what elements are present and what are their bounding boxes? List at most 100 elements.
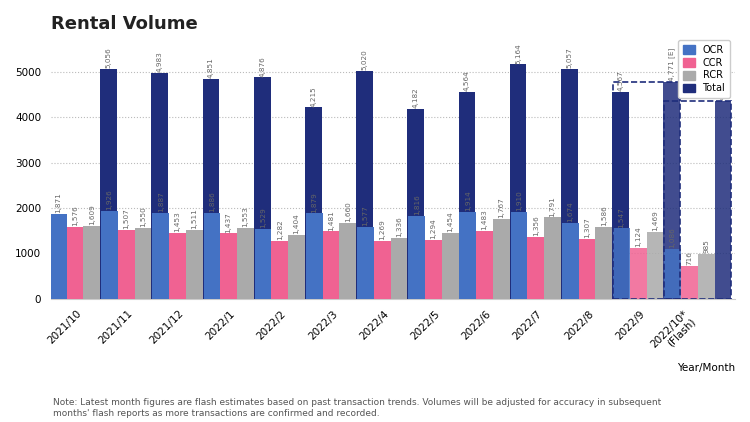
Bar (254, 78, 271, 299)
Text: 4,355 [E]: 4,355 [E] (719, 67, 726, 100)
Bar (646, 232, 663, 299)
Text: 716: 716 (686, 252, 692, 265)
Bar (237, 228, 254, 299)
Bar (50, 214, 67, 299)
Text: 1,609: 1,609 (88, 204, 94, 225)
Bar (613, 228, 630, 299)
Text: 1,086: 1,086 (670, 228, 676, 249)
Text: 1,576: 1,576 (72, 206, 78, 226)
Text: 1,550: 1,550 (140, 207, 146, 227)
Bar (169, 233, 186, 299)
Bar (476, 231, 493, 299)
Text: 4,851: 4,851 (208, 57, 214, 78)
Bar (493, 219, 510, 299)
Text: 1,879: 1,879 (311, 192, 317, 213)
Text: 1,507: 1,507 (123, 208, 129, 230)
Bar (272, 241, 288, 299)
Bar (544, 217, 561, 299)
Text: 5,164: 5,164 (515, 43, 521, 64)
Text: 4,215: 4,215 (310, 86, 316, 107)
Text: 4,876: 4,876 (260, 56, 266, 76)
Bar (527, 237, 544, 299)
Bar (67, 227, 83, 299)
Text: 1,483: 1,483 (482, 210, 488, 230)
Text: 1,914: 1,914 (465, 190, 471, 211)
Bar (698, 254, 715, 299)
Text: 1,871: 1,871 (56, 192, 62, 213)
Text: 4,564: 4,564 (464, 70, 470, 91)
Bar (442, 233, 458, 299)
Text: 5,056: 5,056 (106, 48, 112, 68)
Bar (152, 213, 169, 299)
Text: 1,481: 1,481 (328, 210, 334, 230)
Text: 1,767: 1,767 (498, 197, 504, 218)
Bar (357, 227, 374, 299)
Text: 1,307: 1,307 (584, 218, 590, 238)
Bar (425, 240, 442, 299)
Bar (356, 71, 373, 299)
Text: 1,529: 1,529 (260, 208, 266, 228)
Bar (322, 232, 340, 299)
Bar (306, 214, 322, 299)
Text: 5,057: 5,057 (566, 48, 572, 68)
Text: 1,124: 1,124 (635, 226, 641, 247)
Text: 1,469: 1,469 (652, 211, 658, 231)
Bar (340, 223, 356, 299)
Bar (152, 73, 168, 299)
Text: 1,586: 1,586 (601, 205, 607, 226)
Bar (510, 65, 526, 299)
Text: 4,771 [E]: 4,771 [E] (668, 48, 675, 81)
Text: 1,547: 1,547 (619, 207, 625, 227)
Bar (561, 69, 578, 299)
Bar (288, 235, 305, 299)
Text: 1,437: 1,437 (226, 212, 232, 233)
Bar (681, 266, 698, 299)
Bar (511, 212, 527, 299)
X-axis label: Year/Month: Year/Month (676, 363, 735, 373)
Text: 1,453: 1,453 (175, 211, 181, 232)
Text: 1,336: 1,336 (396, 216, 402, 237)
Text: 1,577: 1,577 (362, 206, 368, 226)
Bar (664, 249, 681, 299)
Text: 1,886: 1,886 (209, 192, 215, 212)
Text: Note: Latest month figures are flash estimates based on past transaction trends.: Note: Latest month figures are flash est… (53, 398, 661, 418)
Bar (630, 248, 646, 299)
Text: 1,887: 1,887 (158, 192, 164, 212)
Bar (220, 233, 237, 299)
Text: 5,020: 5,020 (362, 49, 368, 70)
Text: 1,553: 1,553 (242, 206, 248, 227)
Bar (100, 69, 117, 299)
Text: 1,816: 1,816 (414, 195, 420, 215)
Bar (578, 239, 596, 299)
Bar (186, 230, 202, 299)
Bar (374, 241, 391, 299)
Text: 1,454: 1,454 (447, 211, 453, 232)
Text: 1,269: 1,269 (380, 219, 386, 240)
Text: 1,404: 1,404 (293, 213, 299, 234)
Text: Rental Volume: Rental Volume (51, 15, 197, 33)
Text: 4,983: 4,983 (157, 51, 163, 72)
Bar (255, 229, 272, 299)
Text: 4,567: 4,567 (617, 70, 623, 91)
Bar (715, 101, 731, 299)
Bar (305, 108, 322, 299)
Text: 1,511: 1,511 (191, 208, 197, 229)
Bar (203, 213, 220, 299)
Bar (596, 227, 612, 299)
Bar (407, 109, 424, 299)
Bar (202, 78, 219, 299)
Text: 1,282: 1,282 (277, 219, 283, 240)
Bar (83, 226, 100, 299)
Text: 985: 985 (704, 239, 710, 253)
Bar (663, 82, 680, 299)
Bar (460, 212, 476, 299)
Text: 1,926: 1,926 (106, 189, 112, 211)
Text: 1,674: 1,674 (567, 201, 573, 222)
Text: 1,660: 1,660 (345, 202, 351, 222)
Bar (101, 211, 118, 299)
Bar (562, 223, 578, 299)
Bar (118, 230, 134, 299)
Bar (612, 92, 629, 299)
Bar (408, 216, 425, 299)
Text: 1,791: 1,791 (550, 196, 556, 216)
